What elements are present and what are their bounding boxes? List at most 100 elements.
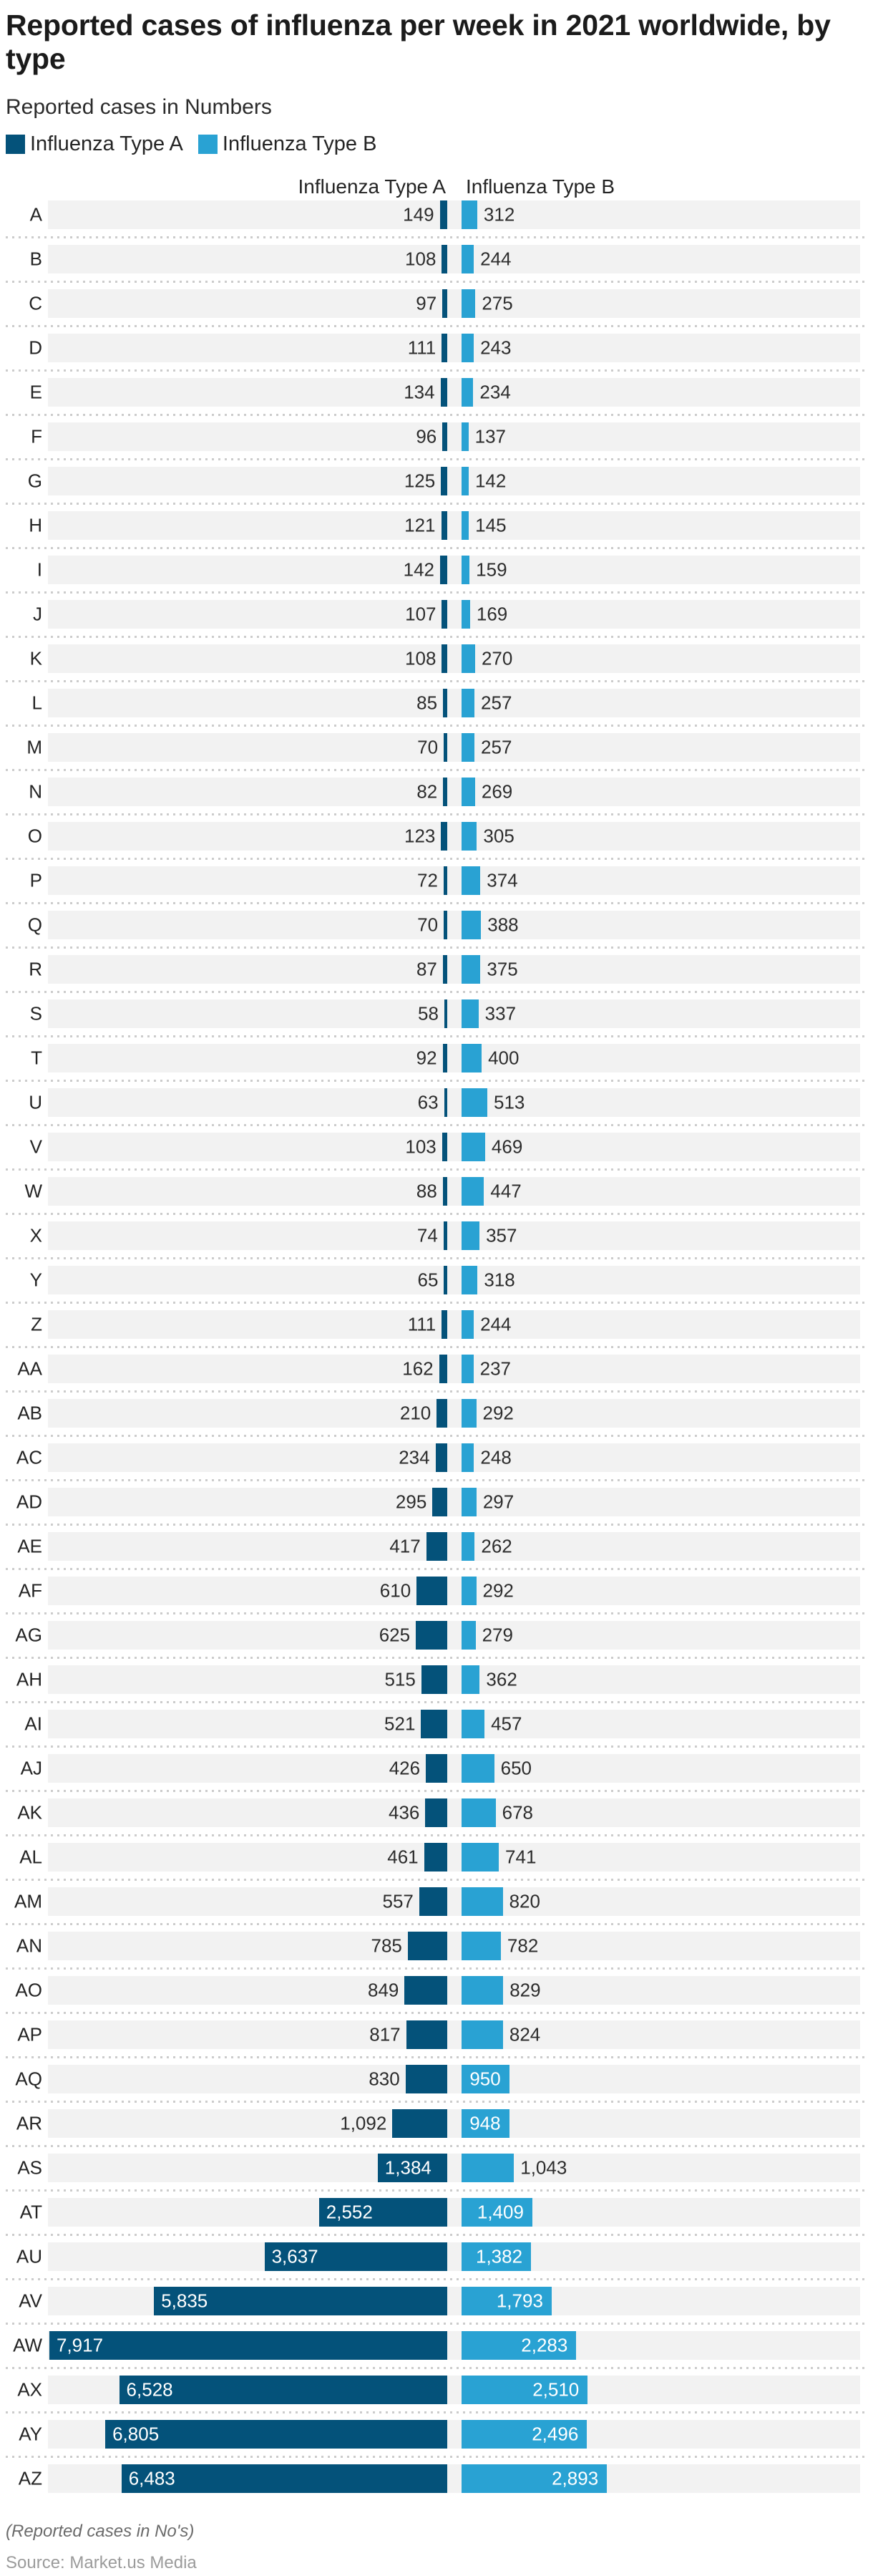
- row-category-label: AL: [19, 1846, 42, 1868]
- row-category-label: AS: [17, 2156, 42, 2179]
- bar-row: AH 515 362: [0, 1665, 873, 1694]
- type-a-bar: [440, 556, 447, 584]
- row-category-label: K: [29, 647, 42, 669]
- type-a-value: 97: [416, 292, 437, 314]
- row-separator: [6, 679, 867, 682]
- row-separator: [6, 2100, 867, 2103]
- type-a-bar: [444, 911, 447, 939]
- type-b-value: 270: [481, 647, 513, 669]
- type-b-bar: [462, 1532, 475, 1561]
- type-a-bar: [154, 2287, 447, 2315]
- bar-row: AX 6,528 2,510: [0, 2376, 873, 2404]
- bar-row: AF 610 292: [0, 1577, 873, 1605]
- type-b-bar: [462, 2154, 514, 2182]
- bar-row: T 92 400: [0, 1044, 873, 1072]
- bar-row: H 121 145: [0, 511, 873, 540]
- row-category-label: S: [29, 1002, 42, 1025]
- type-a-value: 436: [389, 1801, 420, 1824]
- type-b-value: 248: [480, 1446, 512, 1468]
- type-a-bar: [441, 822, 447, 851]
- row-separator: [6, 1478, 867, 1481]
- type-b-bar: [462, 1310, 474, 1339]
- row-separator: [6, 1789, 867, 1792]
- row-separator: [6, 724, 867, 727]
- bar-row: AL 461 741: [0, 1843, 873, 1872]
- row-band: 88 447: [48, 1177, 860, 1206]
- row-separator: [6, 1967, 867, 1970]
- type-a-value: 74: [416, 1224, 438, 1246]
- type-a-value: 88: [416, 1180, 437, 1202]
- type-a-value: 142: [403, 558, 435, 581]
- type-b-value: 388: [487, 914, 519, 936]
- bar-row: AK 436 678: [0, 1798, 873, 1827]
- bar-row: AQ 830 950: [0, 2065, 873, 2093]
- row-band: 70 257: [48, 733, 860, 762]
- row-band: 6,528 2,510: [48, 2376, 860, 2404]
- row-category-label: AI: [24, 1713, 42, 1735]
- bar-row: B 108 244: [0, 245, 873, 273]
- type-a-bar: [442, 644, 447, 673]
- row-band: 103 469: [48, 1133, 860, 1161]
- type-b-value: 244: [480, 1313, 512, 1335]
- bar-row: Y 65 318: [0, 1266, 873, 1294]
- row-separator: [6, 813, 867, 815]
- type-a-bar: [407, 1932, 447, 1960]
- row-separator: [6, 2366, 867, 2369]
- bar-row: AB 210 292: [0, 1399, 873, 1428]
- type-a-value: 2,552: [326, 2201, 373, 2223]
- type-b-value: 279: [482, 1624, 513, 1646]
- type-a-bar: [416, 1577, 447, 1605]
- bar-row: D 111 243: [0, 334, 873, 362]
- type-b-value: 2,283: [521, 2334, 568, 2356]
- bar-row: AR 1,092 948: [0, 2109, 873, 2138]
- row-separator: [6, 1079, 867, 1082]
- row-category-label: AZ: [18, 2467, 42, 2489]
- row-band: 610 292: [48, 1577, 860, 1605]
- row-band: 521 457: [48, 1710, 860, 1738]
- bar-row: AI 521 457: [0, 1710, 873, 1738]
- type-a-bar: [442, 1133, 447, 1161]
- type-b-bar: [462, 1932, 501, 1960]
- bar-row: R 87 375: [0, 955, 873, 984]
- type-b-bar: [462, 200, 477, 229]
- type-b-value: 2,510: [532, 2378, 580, 2401]
- type-a-bar: [442, 1044, 447, 1072]
- bar-row: AW 7,917 2,283: [0, 2331, 873, 2360]
- type-a-bar: [443, 689, 447, 717]
- row-separator: [6, 768, 867, 771]
- bar-row: AM 557 820: [0, 1887, 873, 1916]
- type-b-value: 244: [480, 248, 512, 270]
- row-category-label: E: [29, 381, 42, 403]
- type-a-bar: [392, 2109, 447, 2138]
- type-a-bar: [432, 1488, 447, 1516]
- bar-row: AC 234 248: [0, 1443, 873, 1472]
- type-b-bar: [462, 999, 479, 1028]
- type-b-value: 513: [494, 1091, 525, 1113]
- type-b-value: 145: [475, 514, 507, 536]
- type-a-value: 1,384: [384, 2156, 431, 2179]
- row-band: 111 243: [48, 334, 860, 362]
- type-b-bar: [462, 2331, 577, 2360]
- row-separator: [6, 502, 867, 505]
- bar-row: AV 5,835 1,793: [0, 2287, 873, 2315]
- row-category-label: AK: [17, 1801, 42, 1824]
- bar-row: V 103 469: [0, 1133, 873, 1161]
- type-b-bar: [462, 1887, 503, 1916]
- row-separator: [6, 635, 867, 638]
- type-b-value: 169: [476, 603, 508, 625]
- row-separator: [6, 591, 867, 594]
- type-a-bar: [421, 1665, 447, 1694]
- type-b-value: 292: [482, 1579, 514, 1602]
- row-category-label: O: [27, 825, 42, 847]
- type-a-value: 134: [404, 381, 435, 403]
- type-a-bar: [421, 1710, 447, 1738]
- type-a-bar: [443, 1221, 447, 1250]
- row-separator: [6, 1922, 867, 1925]
- type-b-bar: [462, 2065, 509, 2093]
- type-b-bar: [462, 334, 474, 362]
- type-b-bar: [462, 822, 477, 851]
- type-a-value: 121: [404, 514, 436, 536]
- bar-row: AN 785 782: [0, 1932, 873, 1960]
- type-a-bar: [442, 289, 447, 318]
- row-separator: [6, 1212, 867, 1215]
